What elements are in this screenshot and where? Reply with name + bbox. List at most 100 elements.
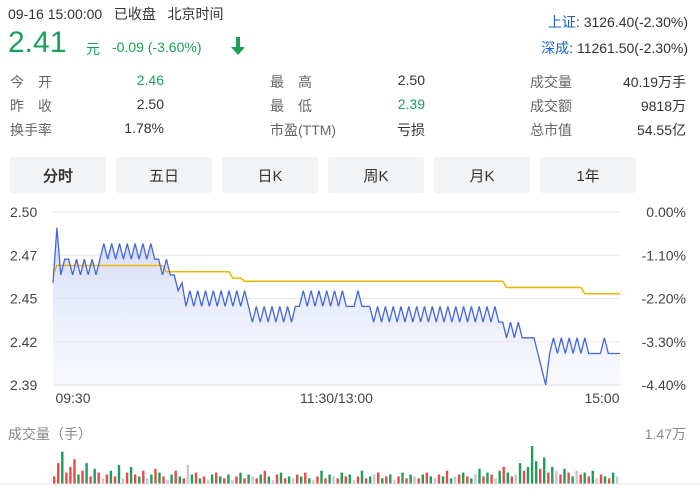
volume-bar [81, 470, 84, 484]
stat-label: 成交量 [530, 74, 572, 90]
volume-bar [385, 476, 388, 484]
volume-bar [413, 476, 416, 484]
stat-value: 9818万 [640, 98, 686, 114]
tab-one-year[interactable]: 1年 [540, 157, 636, 193]
volume-bar [397, 476, 400, 484]
volume-bar [421, 474, 424, 484]
index-name: 深成 [541, 40, 570, 56]
y-right-tick-label: 0.00% [646, 204, 686, 220]
tab-daily-k[interactable]: 日K [222, 157, 318, 193]
volume-bar [344, 476, 347, 484]
price-change: -0.09 (-3.60%) [112, 39, 202, 55]
stat-label: 最 高 [270, 74, 312, 90]
volume-bar [320, 470, 323, 484]
volume-bar [429, 476, 432, 484]
volume-bar [506, 472, 509, 484]
y-tick-label: 2.45 [10, 291, 37, 307]
stat-label: 今 开 [10, 74, 52, 90]
volume-bar [433, 478, 437, 484]
arrow-down-icon [230, 36, 246, 61]
stat-value: 亏损 [397, 122, 425, 138]
stat-value: 2.46 [136, 72, 164, 88]
intraday-chart[interactable]: 2.50 2.47 2.45 2.42 2.39 0.00% -1.10% -2.20% -3… [0, 195, 700, 415]
volume-bar [142, 470, 145, 484]
volume-bar [377, 472, 380, 484]
tab-monthly-k[interactable]: 月K [434, 157, 530, 193]
volume-bar [77, 474, 80, 484]
volume-bar [603, 476, 607, 484]
volume-bar [482, 476, 485, 484]
volume-bar [530, 446, 534, 484]
volume-bar [279, 472, 283, 484]
volume-bar [599, 474, 603, 484]
volume-bar [267, 476, 270, 484]
stat-label: 总市值 [530, 122, 572, 138]
volume-bar [202, 476, 206, 484]
volume-bar [227, 474, 230, 484]
volume-bar [559, 474, 562, 484]
avg-price-line [52, 264, 620, 295]
volume-bar [615, 476, 619, 484]
volume-bar [494, 478, 497, 484]
volume-bar [502, 466, 505, 484]
quote-time: 09-16 15:00:00 [8, 6, 103, 22]
index-value: : 11261.50(-2.30%) [569, 40, 688, 56]
volume-bar [547, 472, 550, 484]
stat-value: 2.39 [397, 96, 425, 112]
market-status: 已收盘 [113, 6, 156, 22]
volume-bar [174, 470, 177, 484]
volume-bar [85, 463, 88, 484]
price-line [52, 227, 620, 386]
index-shenzhen[interactable]: 深成: 11261.50(-2.30%) [541, 38, 688, 58]
volume-bar [607, 478, 611, 484]
volume-bar [291, 478, 295, 484]
volume-bar [312, 480, 315, 484]
volume-bar [587, 476, 590, 484]
tab-intraday[interactable]: 分时 [10, 157, 106, 193]
volume-bar [186, 465, 190, 484]
x-tick-label: 11:30/13:00 [300, 390, 373, 406]
volume-bar [417, 478, 420, 484]
volume-bar [324, 478, 327, 484]
index-value: : 3126.40(-2.30%) [575, 14, 688, 30]
volume-bar [69, 466, 72, 484]
volume-bar [328, 474, 331, 484]
volume-bar [247, 474, 250, 484]
volume-bar [522, 470, 526, 484]
volume-bar [389, 474, 392, 484]
volume-bar [231, 480, 234, 484]
y-tick-label: 2.50 [10, 204, 37, 220]
stat-label: 市盈(TTM) [270, 122, 337, 138]
volume-bar [595, 478, 599, 484]
tab-weekly-k[interactable]: 周K [328, 157, 424, 193]
volume-bar [567, 472, 570, 484]
volume-bar [182, 478, 185, 484]
volume-bar [97, 472, 100, 484]
volume-bar [510, 476, 513, 484]
volume-bar [332, 476, 335, 484]
volume-bar [449, 478, 453, 484]
volume-bar [166, 480, 169, 484]
volume-bar [518, 463, 522, 484]
volume-bar [445, 470, 449, 484]
chart-period-tabs: 分时 五日 日K 周K 月K 1年 [10, 157, 690, 193]
stat-label: 最 低 [270, 98, 312, 114]
volume-bar [162, 476, 165, 484]
volume-bar [57, 463, 60, 484]
volume-bar [498, 470, 501, 484]
stat-value: 54.55亿 [636, 122, 686, 138]
volume-bar [368, 476, 372, 484]
index-shanghai[interactable]: 上证: 3126.40(-2.30%) [548, 12, 688, 32]
volume-bar [206, 480, 210, 484]
volume-bar [235, 476, 238, 484]
volume-chart [0, 446, 700, 485]
x-tick-label: 09:30 [55, 390, 90, 406]
volume-bar [372, 474, 376, 484]
tab-five-day[interactable]: 五日 [116, 157, 212, 193]
volume-bar [259, 474, 262, 484]
volume-bar [437, 474, 441, 484]
volume-bar [109, 470, 113, 484]
volume-bar [146, 478, 149, 484]
volume-bar [466, 476, 469, 484]
volume-bar [543, 457, 546, 484]
